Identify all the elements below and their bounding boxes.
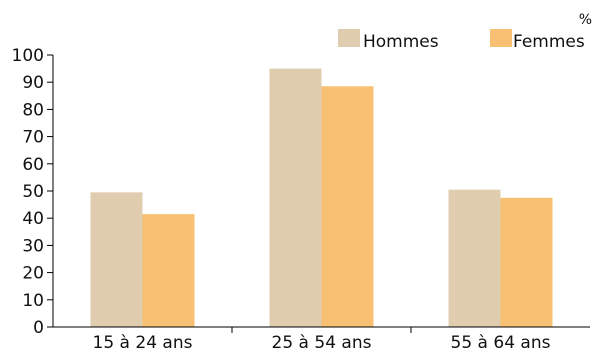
y-tick-label: 30 (22, 236, 44, 256)
legend: % Hommes Femmes (338, 12, 592, 52)
y-tick-label: 50 (22, 182, 44, 202)
x-axis: 15 à 24 ans 25 à 54 ans 55 à 64 ans (53, 326, 590, 352)
legend-swatch-femmes (490, 29, 512, 47)
x-category-label: 15 à 24 ans (93, 333, 193, 352)
bar-hommes-0 (90, 192, 143, 327)
y-tick-label: 70 (22, 128, 44, 148)
x-category-label: 25 à 54 ans (272, 333, 372, 352)
y-tick-label: 0 (33, 318, 44, 338)
y-tick-label: 80 (22, 100, 44, 120)
legend-label-hommes: Hommes (363, 32, 439, 52)
bar-femmes-0 (142, 214, 195, 327)
bars (90, 68, 553, 327)
bar-femmes-2 (500, 197, 553, 327)
y-tick-label: 40 (22, 209, 44, 229)
x-category-label: 55 à 64 ans (451, 333, 551, 352)
y-tick-label: 60 (22, 155, 44, 175)
unit-label: % (579, 12, 592, 28)
bar-hommes-1 (269, 68, 322, 327)
y-tick-label: 90 (22, 73, 44, 93)
bar-hommes-2 (448, 189, 501, 327)
y-axis: 0 10 20 30 40 50 60 70 80 90 100 (12, 46, 54, 338)
legend-label-femmes: Femmes (513, 32, 585, 52)
bar-femmes-1 (321, 86, 374, 327)
y-tick-label: 10 (22, 291, 44, 311)
legend-swatch-hommes (338, 29, 360, 47)
y-tick-label: 100 (12, 46, 44, 66)
y-tick-label: 20 (22, 264, 44, 284)
